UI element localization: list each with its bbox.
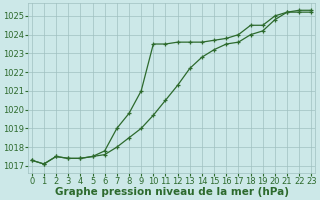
- X-axis label: Graphe pression niveau de la mer (hPa): Graphe pression niveau de la mer (hPa): [55, 187, 289, 197]
